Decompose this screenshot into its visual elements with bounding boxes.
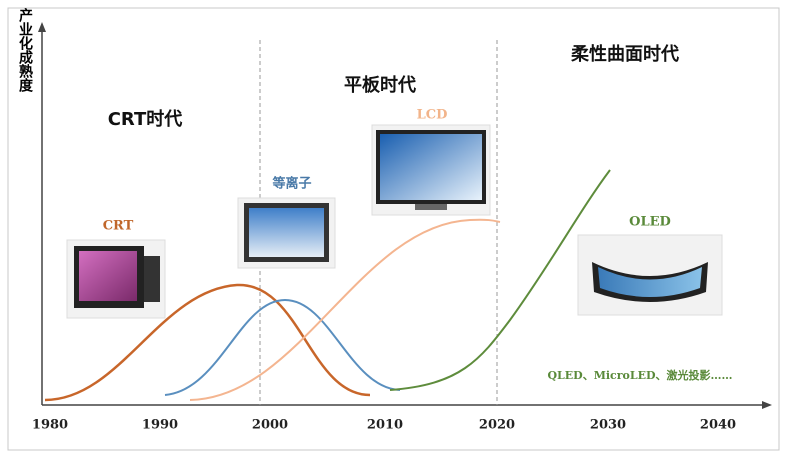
x-tick-label: 2040 [700,418,736,433]
product-label: 等离子 [271,176,311,192]
product-label: CRT [103,219,134,234]
x-tick-label: 2030 [590,418,626,433]
plasma-image [237,197,336,269]
era-label: 平板时代 [344,74,416,96]
oled-image [577,234,723,316]
era-label: CRT时代 [108,109,183,130]
product-label: LCD [417,108,448,123]
x-tick-label: 1990 [142,418,178,433]
plasma-curve [164,298,401,396]
frame [7,7,780,451]
x-tick-label: 2020 [479,418,515,433]
note: QLED、MicroLED、激光投影…… [547,368,732,382]
lcd-image [371,124,491,216]
x-tick-label: 2010 [367,418,403,433]
y-axis-label: 产业化成熟度 [17,7,33,93]
oled-curve [389,169,611,391]
lcd-curve [189,218,501,401]
y-arrow [38,22,46,32]
crt-curve [44,283,371,402]
x-arrow [762,401,772,409]
product-label: OLED [629,215,671,230]
era-label: 柔性曲面时代 [571,43,679,65]
crt-image [66,239,166,319]
x-tick-label: 1980 [32,418,68,433]
x-tick-label: 2000 [252,418,288,433]
